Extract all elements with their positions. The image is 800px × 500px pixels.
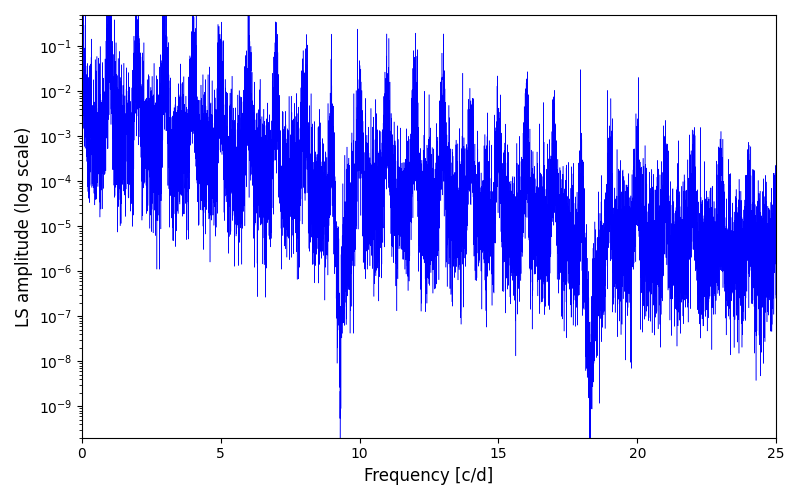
X-axis label: Frequency [c/d]: Frequency [c/d] <box>364 467 494 485</box>
Y-axis label: LS amplitude (log scale): LS amplitude (log scale) <box>15 126 33 326</box>
